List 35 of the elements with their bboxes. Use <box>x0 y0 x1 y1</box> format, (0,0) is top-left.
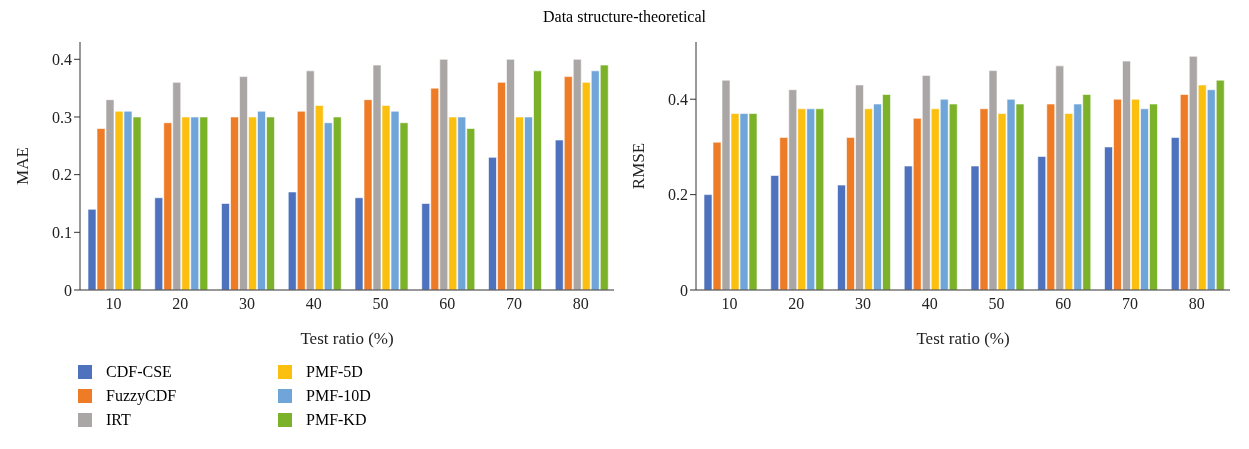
x-tick-label: 20 <box>172 295 189 313</box>
x-tick-label: 80 <box>1188 295 1205 313</box>
legend-label: PMF-KD <box>306 411 367 429</box>
legend-label: CDF-CSE <box>106 363 172 381</box>
legend-label: PMF-5D <box>306 363 363 381</box>
x-axis-title: Test ratio (%) <box>300 329 394 348</box>
x-tick-label: 50 <box>372 295 389 313</box>
y-axis-title: MAE <box>13 147 33 185</box>
y-tick-label: 0 <box>680 281 688 299</box>
x-tick-label: 50 <box>988 295 1005 313</box>
chart-title: Data structure-theoretical <box>542 8 707 27</box>
x-tick-label: 70 <box>1121 295 1138 313</box>
x-tick-label: 30 <box>854 295 871 313</box>
x-tick-label: 30 <box>238 295 255 313</box>
x-tick-label: 10 <box>105 295 122 313</box>
y-tick-label: 0.2 <box>52 166 72 184</box>
y-tick-label: 0.4 <box>52 50 72 68</box>
y-axis-title: RMSE <box>629 142 649 190</box>
y-tick-label: 0.3 <box>52 108 72 126</box>
x-tick-label: 70 <box>505 295 522 313</box>
x-axis-title: Test ratio (%) <box>916 329 1010 348</box>
x-tick-label: 20 <box>788 295 805 313</box>
x-tick-label: 60 <box>1055 295 1072 313</box>
x-tick-label: 40 <box>305 295 322 313</box>
legend-label: IRT <box>106 411 131 429</box>
x-tick-label: 40 <box>921 295 938 313</box>
legend-label: PMF-10D <box>306 387 371 405</box>
y-tick-label: 0.1 <box>52 224 72 242</box>
legend-label: FuzzyCDF <box>106 387 177 405</box>
x-tick-label: 60 <box>439 295 456 313</box>
y-tick-label: 0.2 <box>668 186 688 204</box>
y-tick-label: 0 <box>64 281 72 299</box>
x-tick-label: 10 <box>721 295 738 313</box>
x-tick-label: 80 <box>572 295 589 313</box>
y-tick-label: 0.4 <box>668 90 688 108</box>
